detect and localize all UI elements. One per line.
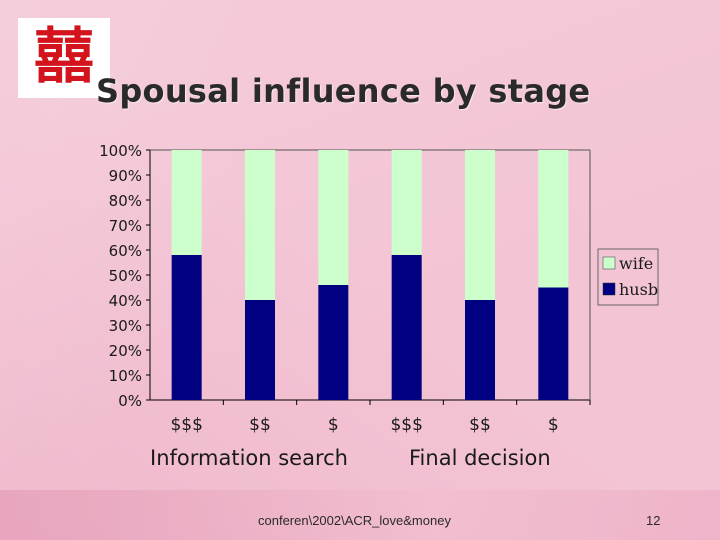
double-happiness-logo: 囍 [34,22,94,92]
footer-band [0,490,720,540]
slide-title: Spousal influence by stage [96,72,591,110]
y-tick-label: 30% [109,317,142,335]
legend-label-husb: husb [619,280,658,299]
bar-husb [465,300,495,400]
bar-wife [318,150,349,285]
bar-husb [171,255,202,400]
x-tick-label: $$$ [390,415,422,435]
x-tick-label: $ [548,415,559,435]
legend: wife husb [597,248,659,306]
bars [171,150,569,400]
y-tick-label: 0% [118,392,142,410]
x-axis-ticks: $$$ $$ $ $$$ $$ $ [170,400,591,435]
x-tick-label: $$ [469,415,491,435]
legend-swatch-wife [602,256,616,270]
y-tick-label: 70% [109,217,142,235]
bar-wife [465,150,495,300]
x-tick-label: $ [328,415,339,435]
x-tick-label: $$$ [170,415,202,435]
bar-wife [391,150,422,255]
page-number: 12 [646,513,661,528]
y-tick-label: 100% [99,142,142,160]
bar-husb [245,300,275,400]
x-tick-label: $$ [249,415,271,435]
y-tick-label: 60% [109,242,142,260]
logo: 囍 [18,18,110,98]
legend-label-wife: wife [619,254,653,273]
bar-wife [171,150,202,255]
y-tick-label: 80% [109,192,142,210]
group-label-final-decision: Final decision [409,446,551,470]
y-axis-ticks: 0% 10% 20% 30% 40% 50% 60% 70% 80% 90% 100% [99,142,150,410]
bar-husb [538,287,569,400]
footer-text: conferen\2002\ACR_love&money [258,513,451,528]
bar-wife [538,150,569,288]
legend-swatch-husb [602,282,616,296]
y-tick-label: 90% [109,167,142,185]
y-tick-label: 20% [109,342,142,360]
bar-husb [318,285,349,400]
bar-husb [391,255,422,400]
plot-frame [149,149,591,401]
group-label-information-search: Information search [150,446,348,470]
y-tick-label: 40% [109,292,142,310]
y-tick-label: 10% [109,367,142,385]
y-tick-label: 50% [109,267,142,285]
bar-wife [245,150,275,300]
stacked-bar-chart: 0%10%20%30%40%50%60%70%80%90%100% $$$ $$ $… [99,142,659,435]
